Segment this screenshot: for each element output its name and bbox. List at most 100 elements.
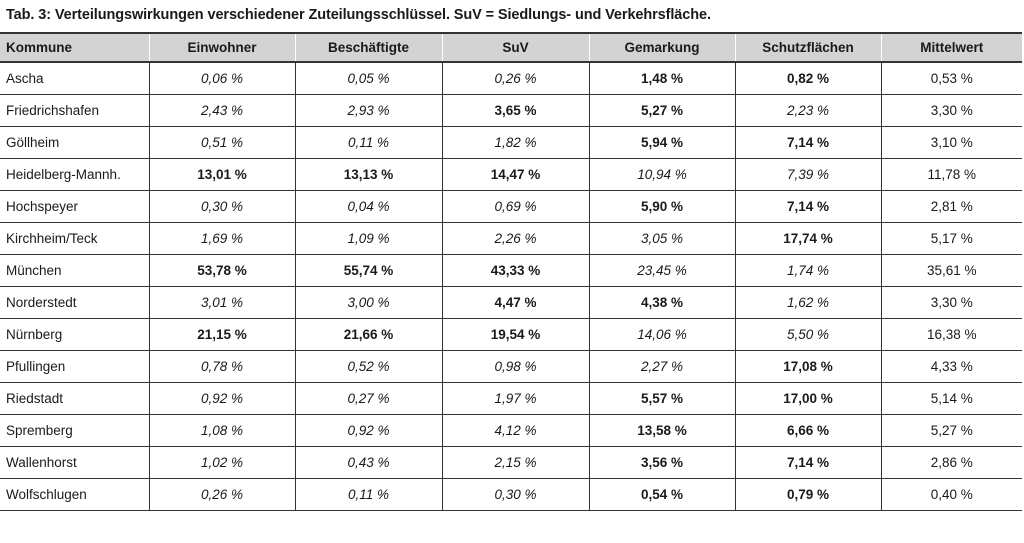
value-cell: 0,05 % xyxy=(294,62,442,95)
table-row: Spremberg 1,08 % 0,92 % 4,12 % 13,58 % 6,66 %… xyxy=(0,414,1022,447)
value-cell: 0,06 % xyxy=(148,62,295,95)
kommune-name-cell: Norderstedt xyxy=(0,286,149,319)
value-cell: 5,17 % xyxy=(880,222,1022,255)
value-cell: 16,38 % xyxy=(880,318,1022,351)
value-cell: 3,65 % xyxy=(441,94,589,127)
value-cell: 0,40 % xyxy=(880,478,1022,511)
kommune-name-cell: Riedstadt xyxy=(0,382,149,415)
value-cell: 0,27 % xyxy=(294,382,442,415)
value-cell: 7,14 % xyxy=(734,190,881,223)
value-cell: 23,45 % xyxy=(588,254,735,287)
value-cell: 10,94 % xyxy=(588,158,735,191)
value-cell: 5,14 % xyxy=(880,382,1022,415)
value-cell: 13,58 % xyxy=(588,414,735,447)
value-cell: 4,33 % xyxy=(880,350,1022,383)
value-cell: 0,52 % xyxy=(294,350,442,383)
table-row: Nürnberg 21,15 % 21,66 % 19,54 % 14,06 % 5,50… xyxy=(0,318,1022,351)
kommune-name-cell: Göllheim xyxy=(0,126,149,159)
column-header-kommune: Kommune xyxy=(0,32,149,63)
value-cell: 0,98 % xyxy=(441,350,589,383)
value-cell: 0,79 % xyxy=(734,478,881,511)
kommune-name-cell: Heidelberg-Mannh. xyxy=(0,158,149,191)
value-cell: 6,66 % xyxy=(734,414,881,447)
value-cell: 11,78 % xyxy=(880,158,1022,191)
value-cell: 0,92 % xyxy=(148,382,295,415)
table-row: Göllheim 0,51 % 0,11 % 1,82 % 5,94 % 7,14 % 3,… xyxy=(0,126,1022,159)
value-cell: 4,47 % xyxy=(441,286,589,319)
table-row: Hochspeyer 0,30 % 0,04 % 0,69 % 5,90 % 7,14 %… xyxy=(0,190,1022,223)
value-cell: 4,12 % xyxy=(441,414,589,447)
value-cell: 0,92 % xyxy=(294,414,442,447)
table-row: München 53,78 % 55,74 % 43,33 % 23,45 % 1,74 … xyxy=(0,254,1022,287)
value-cell: 3,56 % xyxy=(588,446,735,479)
value-cell: 1,09 % xyxy=(294,222,442,255)
value-cell: 0,26 % xyxy=(441,62,589,95)
value-cell: 0,82 % xyxy=(734,62,881,95)
value-cell: 5,94 % xyxy=(588,126,735,159)
value-cell: 2,86 % xyxy=(880,446,1022,479)
value-cell: 55,74 % xyxy=(294,254,442,287)
value-cell: 14,06 % xyxy=(588,318,735,351)
value-cell: 0,54 % xyxy=(588,478,735,511)
value-cell: 2,15 % xyxy=(441,446,589,479)
kommune-name-cell: Wallenhorst xyxy=(0,446,149,479)
value-cell: 0,69 % xyxy=(441,190,589,223)
value-cell: 7,14 % xyxy=(734,446,881,479)
kommune-name-cell: Nürnberg xyxy=(0,318,149,351)
kommune-name-cell: Ascha xyxy=(0,62,149,95)
column-header-mittelwert: Mittelwert xyxy=(880,32,1022,63)
table-row: Riedstadt 0,92 % 0,27 % 1,97 % 5,57 % 17,00 %… xyxy=(0,382,1022,415)
value-cell: 17,74 % xyxy=(734,222,881,255)
value-cell: 1,82 % xyxy=(441,126,589,159)
value-cell: 2,27 % xyxy=(588,350,735,383)
value-cell: 3,01 % xyxy=(148,286,295,319)
value-cell: 14,47 % xyxy=(441,158,589,191)
value-cell: 1,62 % xyxy=(734,286,881,319)
value-cell: 3,05 % xyxy=(588,222,735,255)
kommune-name-cell: Pfullingen xyxy=(0,350,149,383)
value-cell: 21,66 % xyxy=(294,318,442,351)
value-cell: 43,33 % xyxy=(441,254,589,287)
table-row: Ascha 0,06 % 0,05 % 0,26 % 1,48 % 0,82 % 0,53 … xyxy=(0,62,1022,95)
column-header-einwohner: Einwohner xyxy=(148,32,295,63)
kommune-name-cell: München xyxy=(0,254,149,287)
value-cell: 0,30 % xyxy=(148,190,295,223)
value-cell: 0,11 % xyxy=(294,126,442,159)
value-cell: 1,97 % xyxy=(441,382,589,415)
value-cell: 0,26 % xyxy=(148,478,295,511)
value-cell: 0,43 % xyxy=(294,446,442,479)
kommune-name-cell: Spremberg xyxy=(0,414,149,447)
distribution-table: Kommune Einwohner Beschäftigte SuV Gemar… xyxy=(0,32,1022,511)
table-caption: Tab. 3: Verteilungswirkungen verschieden… xyxy=(6,7,711,23)
value-cell: 3,10 % xyxy=(880,126,1022,159)
column-header-beschaeftigte: Beschäftigte xyxy=(294,32,442,63)
value-cell: 1,02 % xyxy=(148,446,295,479)
value-cell: 2,43 % xyxy=(148,94,295,127)
value-cell: 0,53 % xyxy=(880,62,1022,95)
value-cell: 3,30 % xyxy=(880,94,1022,127)
kommune-name-cell: Wolfschlugen xyxy=(0,478,149,511)
table-row: Friedrichshafen 2,43 % 2,93 % 3,65 % 5,27 % 2… xyxy=(0,94,1022,127)
value-cell: 53,78 % xyxy=(148,254,295,287)
value-cell: 2,26 % xyxy=(441,222,589,255)
value-cell: 5,57 % xyxy=(588,382,735,415)
value-cell: 5,27 % xyxy=(588,94,735,127)
value-cell: 1,74 % xyxy=(734,254,881,287)
kommune-name-cell: Friedrichshafen xyxy=(0,94,149,127)
value-cell: 13,01 % xyxy=(148,158,295,191)
value-cell: 1,48 % xyxy=(588,62,735,95)
table-row: Pfullingen 0,78 % 0,52 % 0,98 % 2,27 % 17,08 … xyxy=(0,350,1022,383)
column-header-gemarkung: Gemarkung xyxy=(588,32,735,63)
table-body: Ascha 0,06 % 0,05 % 0,26 % 1,48 % 0,82 % 0,53 … xyxy=(0,62,1022,511)
value-cell: 19,54 % xyxy=(441,318,589,351)
value-cell: 0,51 % xyxy=(148,126,295,159)
table-row: Heidelberg-Mannh. 13,01 % 13,13 % 14,47 % 10… xyxy=(0,158,1022,191)
value-cell: 3,00 % xyxy=(294,286,442,319)
value-cell: 5,50 % xyxy=(734,318,881,351)
column-header-suv: SuV xyxy=(441,32,589,63)
table-row: Wolfschlugen 0,26 % 0,11 % 0,30 % 0,54 % 0,79… xyxy=(0,478,1022,511)
value-cell: 7,14 % xyxy=(734,126,881,159)
value-cell: 0,11 % xyxy=(294,478,442,511)
table-header-row: Kommune Einwohner Beschäftigte SuV Gemar… xyxy=(0,32,1022,63)
value-cell: 4,38 % xyxy=(588,286,735,319)
